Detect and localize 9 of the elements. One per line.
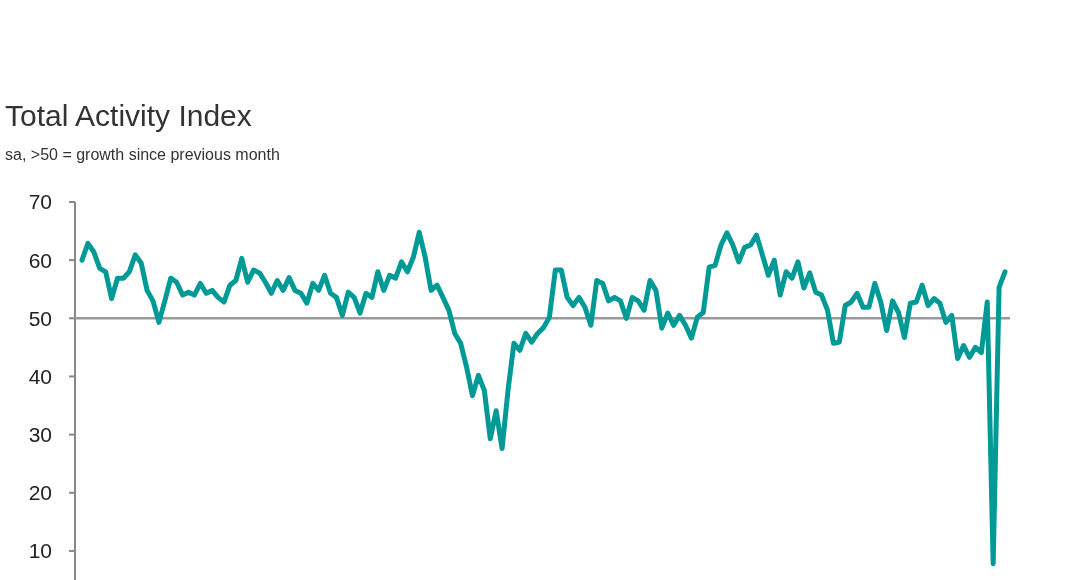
y-tick-label: 60	[28, 248, 52, 272]
y-tick-label: 40	[28, 364, 52, 388]
y-tick-label: 20	[28, 481, 52, 505]
y-tick-label: 50	[28, 306, 52, 330]
chart-subtitle: sa, >50 = growth since previous month	[5, 146, 280, 163]
chart-title: Total Activity Index	[5, 99, 252, 132]
y-tick-label: 70	[28, 190, 52, 214]
y-tick-label: 30	[28, 422, 52, 446]
y-tick-label: 10	[28, 539, 52, 563]
